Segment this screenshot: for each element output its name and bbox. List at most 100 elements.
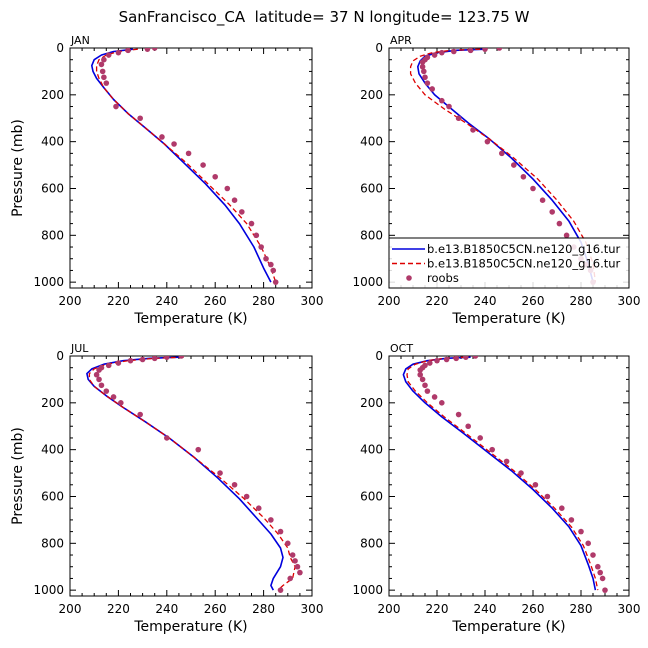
y-tick-label: 800 <box>360 536 383 550</box>
y-tick-label: 200 <box>41 88 64 102</box>
roobs-point <box>115 360 122 366</box>
roobs-point <box>258 244 264 250</box>
y-tick-label: 1000 <box>352 275 383 289</box>
x-tick-label: 300 <box>618 294 641 308</box>
x-tick-label: 240 <box>474 602 497 616</box>
roobs-point <box>544 493 551 500</box>
roobs-point <box>185 150 192 157</box>
roobs-point <box>93 371 100 378</box>
x-axis-label: Temperature (K) <box>133 619 247 635</box>
roobs-point <box>421 68 427 75</box>
x-tick-label: 300 <box>301 294 324 308</box>
y-tick-label: 400 <box>41 443 64 457</box>
legend-marker-dot <box>406 275 412 281</box>
legend-label: b.e13.B1850C5CN.ne120_g16.tur <box>427 242 621 256</box>
roobs-point <box>292 558 298 564</box>
roobs-point <box>103 80 110 86</box>
roobs-point <box>118 400 124 406</box>
roobs-point <box>424 388 431 394</box>
panel-label: APR <box>390 34 412 47</box>
x-tick-label: 280 <box>570 602 593 616</box>
model-line-dashed <box>406 356 599 591</box>
roobs-point <box>164 435 170 441</box>
roobs-point <box>113 103 119 110</box>
roobs-point <box>484 138 491 145</box>
model-line-dashed <box>95 48 277 283</box>
roobs-point <box>137 411 143 418</box>
roobs-point <box>96 376 102 383</box>
x-tick-label: 220 <box>107 602 130 616</box>
model-line-solid <box>86 356 284 591</box>
roobs-point <box>532 481 539 488</box>
roobs-point <box>195 446 202 453</box>
y-tick-label: 400 <box>360 135 383 149</box>
roobs-point <box>443 356 450 363</box>
roobs-point <box>451 48 457 55</box>
panel-jan: 200 220 240 260 280 300 0 200 400 600 800 1000 Tempe… <box>10 34 323 327</box>
roobs-point <box>268 517 274 523</box>
roobs-point <box>231 481 238 488</box>
roobs-point <box>439 97 445 104</box>
roobs-point <box>268 261 274 268</box>
roobs-point <box>151 356 158 362</box>
roobs-point <box>417 371 424 378</box>
roobs-point <box>103 388 110 394</box>
roobs-point <box>105 362 112 369</box>
y-tick-label: 0 <box>56 41 64 55</box>
roobs-point <box>115 49 122 56</box>
roobs-point <box>212 173 218 180</box>
roobs-point <box>455 411 462 418</box>
roobs-point <box>455 115 462 122</box>
roobs-point <box>518 470 524 476</box>
series-group <box>91 48 279 285</box>
roobs-point <box>595 563 601 570</box>
panel-label: JUL <box>70 342 89 355</box>
roobs-point <box>419 63 426 70</box>
x-tick-label: 200 <box>59 294 82 308</box>
y-tick-label: 200 <box>360 396 383 410</box>
y-axis-label: Pressure (mb) <box>10 427 26 525</box>
roobs-point <box>294 563 301 570</box>
roobs-point <box>151 48 158 51</box>
x-axis-label: Temperature (K) <box>451 619 565 635</box>
roobs-point <box>465 423 472 430</box>
roobs-point <box>96 367 102 373</box>
x-tick-label: 200 <box>378 294 401 308</box>
roobs-point <box>98 382 105 389</box>
series-group <box>86 356 303 593</box>
x-tick-label: 260 <box>522 602 545 616</box>
roobs-point <box>429 86 436 92</box>
roobs-point <box>599 575 606 582</box>
x-tick-label: 280 <box>570 294 593 308</box>
roobs-point <box>171 141 177 147</box>
y-tick-label: 600 <box>360 181 383 195</box>
roobs-point <box>248 220 255 227</box>
x-axis-label: Temperature (K) <box>451 311 565 327</box>
roobs-point <box>297 569 303 576</box>
roobs-point <box>144 48 151 52</box>
legend-label: b.e13.B1850C5CN.ne120_g16.tur <box>427 257 621 271</box>
roobs-point <box>427 360 433 366</box>
roobs-point <box>422 382 428 389</box>
panel-oct: 200 220 240 260 280 300 0 200 400 600 800 1000 Tempe… <box>352 342 640 635</box>
roobs-point <box>453 356 459 362</box>
legend: b.e13.B1850C5CN.ne120_g16.turb.e13.B1850… <box>388 237 630 289</box>
y-tick-label: 400 <box>360 443 383 457</box>
roobs-point <box>178 356 185 359</box>
roobs-point <box>231 197 238 203</box>
model-line-dashed <box>409 48 597 283</box>
x-tick-label: 300 <box>618 602 641 616</box>
y-tick-label: 600 <box>41 489 64 503</box>
x-tick-label: 200 <box>59 602 82 616</box>
roobs-point <box>439 400 445 406</box>
roobs-point <box>289 552 296 558</box>
model-line-dashed <box>88 356 296 591</box>
x-tick-label: 280 <box>252 294 275 308</box>
y-tick-label: 400 <box>41 135 64 149</box>
roobs-point <box>520 173 527 180</box>
roobs-point <box>159 134 165 140</box>
x-tick-label: 240 <box>155 294 178 308</box>
y-tick-label: 200 <box>360 88 383 102</box>
y-axis-label: Pressure (mb) <box>10 119 26 217</box>
